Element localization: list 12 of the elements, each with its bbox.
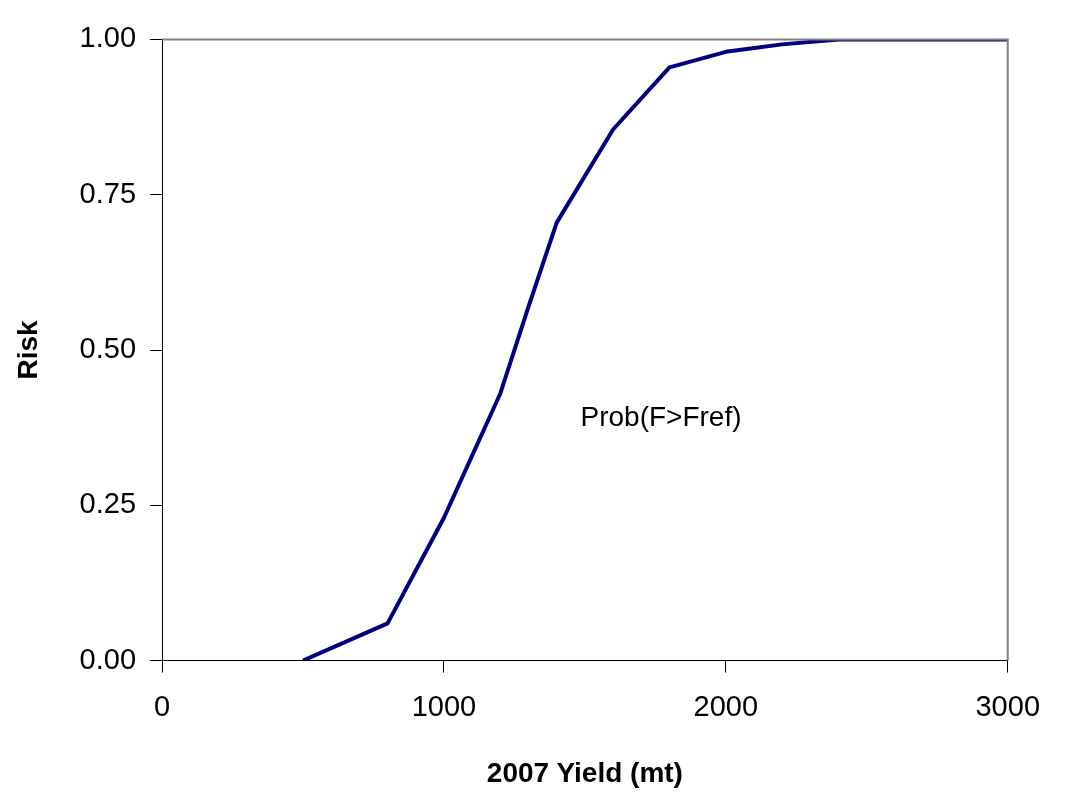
x-tick-label: 3000: [975, 690, 1040, 722]
x-tick-label: 0: [153, 690, 171, 722]
annotation: Prob(F>Fref): [580, 401, 742, 433]
y-axis-title: Risk: [11, 320, 43, 380]
y-tick-label: 0.00: [79, 642, 137, 675]
y-tick-label: 0.50: [79, 332, 137, 364]
x-tick-label: 2000: [693, 690, 759, 722]
x-tick-label: 1000: [411, 690, 477, 722]
y-tick-label: 0.75: [79, 176, 137, 209]
x-axis-title: 2007 Yield (mt): [486, 756, 683, 788]
y-tick-label: 0.25: [79, 487, 137, 520]
y-tick-label: 1.00: [79, 21, 137, 54]
